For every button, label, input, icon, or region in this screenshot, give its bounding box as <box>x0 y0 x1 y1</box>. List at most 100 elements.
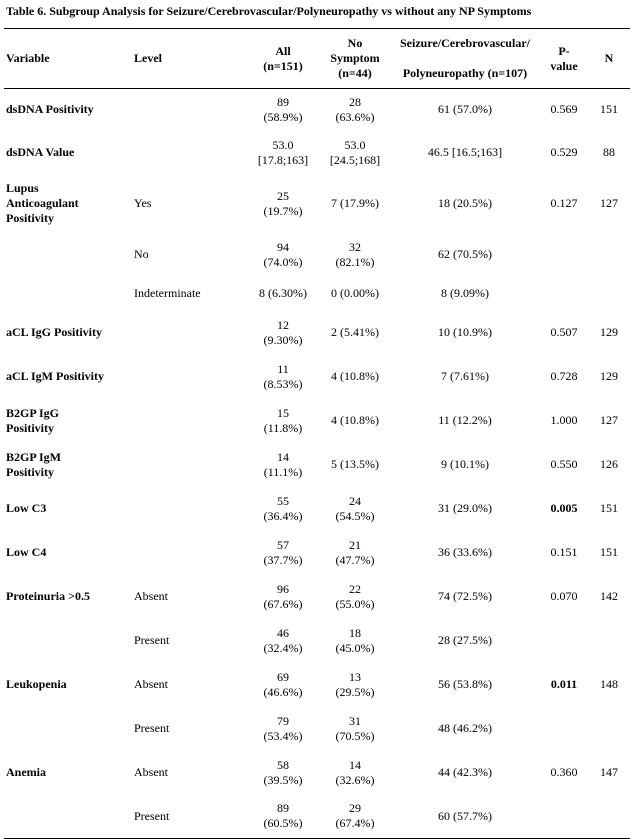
table-cell <box>540 619 588 663</box>
table-cell: 21 (47.7%) <box>335 537 375 567</box>
table-cell: 89 (58.9%) <box>263 94 303 124</box>
table-cell: 148 <box>600 677 618 691</box>
table-cell: 56 (53.8%) <box>438 677 492 691</box>
table-cell <box>132 487 246 531</box>
table-cell: 129 <box>600 369 618 383</box>
table-cell: 55 (36.4%) <box>263 493 303 523</box>
table-cell: 127 <box>600 413 618 427</box>
table-cell: 2 (5.41%) <box>331 325 379 339</box>
table-cell: 89 (60.5%) <box>246 794 320 839</box>
table-cell <box>588 794 630 839</box>
table-cell: dsDNA Positivity <box>6 102 94 117</box>
table-cell: 0.507 <box>550 325 578 339</box>
table-cell <box>4 619 132 663</box>
table-cell: 0.070 <box>550 589 578 603</box>
header-cell: No Symptom (n=44) <box>320 28 390 89</box>
table-cell: Absent <box>134 589 168 603</box>
table-row: Lupus Anticoagulant Positivity Yes 25 (19.… <box>4 175 630 233</box>
table-cell: Low C4 <box>6 545 47 559</box>
table-title: Table 6. Subgroup Analysis for Seizure/C… <box>6 4 532 18</box>
table-cell: 10 (10.9%) <box>438 325 492 339</box>
table-cell <box>588 233 630 277</box>
table-row: dsDNA Value 53.0 [17.8;163] 53.0 [24.5;168… <box>4 131 630 175</box>
table-cell: 53.0 [24.5;168] <box>329 137 381 167</box>
table-cell: 25 (19.7%) <box>263 188 303 218</box>
table-cell: 18 (20.5%) <box>438 196 492 210</box>
table-cell: 0.569 <box>550 102 578 117</box>
table-cell <box>4 794 132 839</box>
table-cell: 0.151 <box>550 545 578 559</box>
table-cell: 46 (32.4%) <box>263 625 303 655</box>
table-cell: 4 (10.8%) <box>331 369 379 383</box>
header-cell: All (n=151) <box>246 28 320 89</box>
table-cell: 96 (67.6%) <box>263 581 303 611</box>
header-cell: Variable <box>4 28 132 89</box>
table-cell: 4 (10.8%) <box>331 413 379 427</box>
table-row: aCL IgG Positivity 12 (9.30%) 2 (5.41%) 10 … <box>4 311 630 355</box>
table-cell: 5 (13.5%) <box>331 457 379 471</box>
table-cell <box>132 355 246 399</box>
table-cell <box>132 89 246 131</box>
table-cell <box>540 794 588 839</box>
header-cell: Seizure/Cerebrovascular/ Polyneuropathy … <box>390 28 540 89</box>
table-cell: 9 (10.1%) <box>441 457 489 471</box>
table-row: Low C3 55 (36.4%) 24 (54.5%) 31 (29.0%) 0.00… <box>4 487 630 531</box>
table-row: No 94 (74.0%) 32 (82.1%) 62 (70.5%) <box>4 233 630 277</box>
table-cell: 15 (11.8%) <box>263 405 303 435</box>
table-cell: B2GP IgG Positivity <box>6 405 60 435</box>
table-row: aCL IgM Positivity 11 (8.53%) 4 (10.8%) 7 (… <box>4 355 630 399</box>
table-row: B2GP IgG Positivity 15 (11.8%) 4 (10.8%) 11… <box>4 399 630 443</box>
table-cell: 151 <box>600 545 618 559</box>
table-cell: 7 (17.9%) <box>331 196 379 210</box>
table-cell: 24 (54.5%) <box>335 493 375 523</box>
table-cell: 53.0 [17.8;163] <box>257 137 309 167</box>
table-cell <box>132 531 246 575</box>
table-cell: Indeterminate <box>134 286 201 300</box>
table-cell: 46.5 [16.5;163] <box>427 145 503 159</box>
table-cell: 0.360 <box>550 765 578 779</box>
table-cell: aCL IgM Positivity <box>6 369 104 383</box>
table-cell <box>132 399 246 443</box>
table-cell: 28 (63.6%) <box>335 94 375 124</box>
table-cell: 129 <box>600 325 618 339</box>
header-cell: P- value <box>540 28 588 89</box>
table-cell: Absent <box>134 765 168 779</box>
table-cell <box>132 443 246 487</box>
table-row: Proteinuria >0.5 Absent 96 (67.6%) 22 (55.0… <box>4 575 630 619</box>
table-cell: Lupus Anticoagulant Positivity <box>6 181 79 225</box>
table-cell: No <box>134 247 149 261</box>
table-cell: 127 <box>600 196 618 210</box>
table-cell <box>588 707 630 751</box>
table-cell: Yes <box>134 196 152 210</box>
table-cell: 32 (82.1%) <box>335 239 375 269</box>
table-row: B2GP IgM Positivity 14 (11.1%) 5 (13.5%) 9 … <box>4 443 630 487</box>
table-cell: 31 (29.0%) <box>438 501 492 515</box>
header-row: Variable Level All (n=151) No Symptom (n=44… <box>4 28 630 89</box>
table-cell: 31 (70.5%) <box>335 713 375 743</box>
table-cell: 18 (45.0%) <box>335 625 375 655</box>
table-cell: 79 (53.4%) <box>263 713 303 743</box>
table-cell <box>132 311 246 355</box>
table-cell: 22 (55.0%) <box>335 581 375 611</box>
table-cell: 57 (37.7%) <box>263 537 303 567</box>
table-cell: 11 (12.2%) <box>438 413 492 427</box>
table-row: Anemia Absent 58 (39.5%) 14 (32.6%) 44 (42.3… <box>4 751 630 795</box>
table-cell: 0.550 <box>550 457 578 471</box>
table-cell <box>540 707 588 751</box>
table-cell: 8 (9.09%) <box>441 286 489 300</box>
table-cell: 14 (11.1%) <box>263 449 303 479</box>
table-cell: 88 <box>603 145 615 159</box>
table-cell: 0.011 <box>550 677 578 691</box>
table-cell <box>540 277 588 311</box>
table-cell: Anemia <box>6 765 46 779</box>
table-cell: aCL IgG Positivity <box>6 325 103 339</box>
table-row: Low C4 57 (37.7%) 21 (47.7%) 36 (33.6%) 0.15… <box>4 531 630 575</box>
table-cell: 147 <box>600 765 618 779</box>
table-row: Indeterminate 8 (6.30%) 0 (0.00%) 8 (9.09%) <box>4 277 630 311</box>
table-header: Variable Level All (n=151) No Symptom (n=44… <box>4 28 630 89</box>
table-cell: 0.728 <box>550 369 578 383</box>
table-cell: 0.529 <box>550 145 578 159</box>
table-cell: 14 (32.6%) <box>335 757 375 787</box>
table-cell: 48 (46.2%) <box>438 721 492 735</box>
table-cell: B2GP IgM Positivity <box>6 449 62 479</box>
